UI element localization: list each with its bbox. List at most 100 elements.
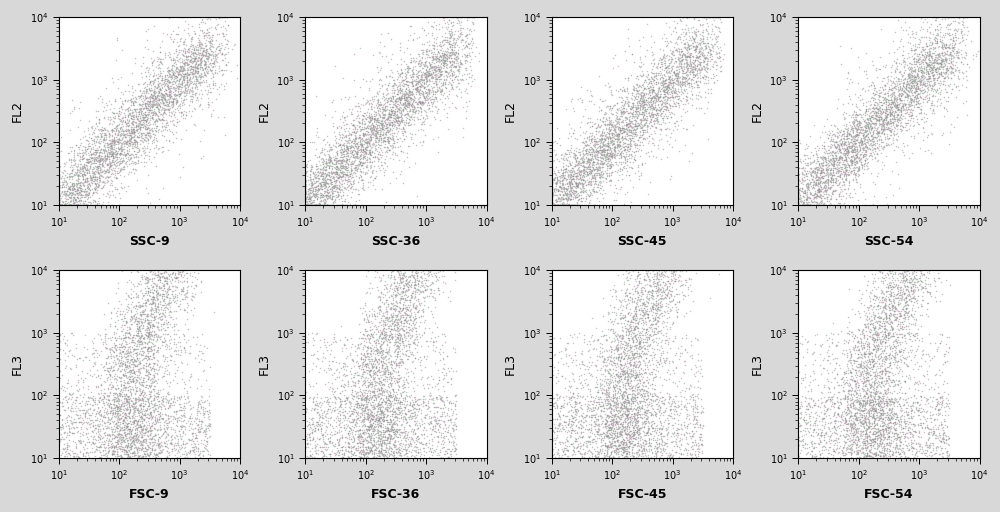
Point — [117, 421, 133, 430]
Point — [157, 104, 173, 113]
Point — [156, 116, 172, 124]
Point — [930, 30, 946, 38]
Point — [891, 416, 907, 424]
Point — [649, 421, 665, 430]
Point — [623, 317, 639, 326]
Point — [694, 65, 710, 73]
Point — [852, 144, 868, 153]
Point — [884, 103, 900, 111]
Point — [459, 51, 475, 59]
Point — [61, 183, 77, 191]
Point — [938, 56, 954, 65]
Point — [445, 78, 461, 86]
Point — [102, 366, 118, 374]
Point — [460, 79, 476, 87]
Point — [845, 365, 861, 373]
Point — [865, 435, 881, 443]
Point — [381, 133, 397, 141]
Point — [609, 448, 625, 456]
Point — [651, 314, 667, 323]
Point — [666, 68, 682, 76]
Point — [136, 136, 152, 144]
Point — [631, 345, 647, 353]
Point — [184, 22, 200, 30]
Point — [869, 105, 885, 113]
Point — [391, 382, 407, 391]
Point — [124, 125, 140, 134]
Point — [861, 342, 877, 350]
Point — [902, 97, 918, 105]
Point — [606, 349, 622, 357]
Point — [915, 378, 931, 387]
Point — [163, 108, 179, 116]
Point — [882, 119, 898, 127]
Point — [309, 347, 325, 355]
Point — [321, 162, 337, 170]
Point — [867, 83, 883, 92]
Point — [806, 201, 822, 209]
Point — [825, 187, 841, 195]
Point — [606, 429, 622, 437]
Point — [635, 394, 651, 402]
Point — [892, 286, 908, 294]
Point — [616, 367, 632, 375]
Point — [148, 124, 164, 133]
Point — [691, 83, 707, 91]
Point — [120, 119, 136, 127]
Point — [568, 156, 584, 164]
Point — [628, 373, 644, 381]
Point — [659, 354, 675, 362]
Point — [119, 429, 135, 437]
Point — [338, 120, 354, 128]
Point — [858, 426, 874, 435]
Point — [857, 320, 873, 328]
Point — [416, 26, 432, 34]
Point — [398, 351, 414, 359]
Point — [877, 342, 893, 350]
Point — [562, 195, 578, 203]
Point — [394, 420, 410, 428]
Point — [169, 68, 185, 76]
Point — [371, 374, 387, 382]
Point — [678, 62, 694, 71]
Point — [667, 334, 683, 342]
Point — [585, 158, 601, 166]
Point — [650, 295, 666, 304]
Point — [891, 309, 907, 317]
Point — [625, 386, 641, 394]
Point — [64, 189, 80, 198]
Point — [76, 163, 92, 172]
Point — [134, 417, 150, 425]
Point — [166, 322, 182, 330]
Point — [314, 172, 330, 180]
Point — [904, 82, 920, 90]
Point — [590, 120, 606, 128]
Point — [823, 396, 839, 404]
Point — [383, 322, 399, 330]
Point — [142, 288, 158, 296]
Point — [391, 94, 407, 102]
Point — [852, 155, 868, 163]
Point — [632, 153, 648, 161]
Point — [368, 167, 384, 175]
Point — [139, 116, 155, 124]
Point — [70, 200, 86, 208]
Point — [383, 380, 399, 389]
Point — [91, 118, 107, 126]
Point — [929, 39, 945, 47]
Point — [411, 71, 427, 79]
Point — [632, 71, 648, 79]
Point — [380, 407, 396, 415]
Point — [929, 75, 945, 83]
Point — [584, 191, 600, 199]
Point — [674, 47, 690, 55]
Point — [380, 58, 396, 66]
Point — [843, 135, 859, 143]
Point — [568, 435, 584, 443]
Point — [459, 70, 475, 78]
Point — [608, 406, 624, 414]
Point — [391, 399, 407, 407]
Point — [322, 365, 338, 373]
Point — [82, 201, 98, 209]
Point — [191, 90, 207, 98]
